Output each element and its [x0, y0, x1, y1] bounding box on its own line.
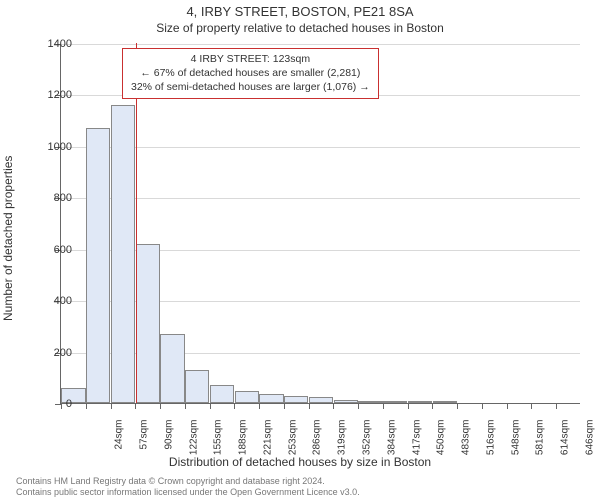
histogram-bar — [334, 400, 358, 403]
x-tick-label: 417sqm — [411, 420, 422, 470]
x-tick-label: 646sqm — [584, 420, 595, 470]
histogram-bar — [61, 388, 85, 403]
histogram-bar — [408, 401, 432, 403]
x-tick — [408, 403, 409, 409]
y-tick-label: 200 — [54, 347, 72, 359]
info-line: 32% of semi-detached houses are larger (… — [131, 80, 370, 94]
attribution-footer: Contains HM Land Registry data © Crown c… — [16, 476, 360, 498]
histogram-bar — [86, 128, 110, 403]
x-tick — [160, 403, 161, 409]
histogram-bar — [210, 385, 234, 403]
x-tick — [234, 403, 235, 409]
y-tick-label: 1000 — [48, 141, 72, 153]
x-tick-label: 286sqm — [312, 420, 323, 470]
x-tick — [556, 403, 557, 409]
x-tick — [309, 403, 310, 409]
chart-container: 4, IRBY STREET, BOSTON, PE21 8SA Size of… — [0, 0, 600, 500]
y-axis-title: Number of detached properties — [1, 156, 15, 321]
histogram-bar — [111, 105, 135, 403]
histogram-bar — [235, 391, 259, 403]
chart-title: 4, IRBY STREET, BOSTON, PE21 8SA — [0, 0, 600, 19]
x-tick — [185, 403, 186, 409]
y-tick-label: 0 — [66, 398, 72, 410]
footer-line: Contains HM Land Registry data © Crown c… — [16, 476, 360, 487]
x-tick-label: 516sqm — [485, 420, 496, 470]
marker-info-box: 4 IRBY STREET: 123sqm ← 67% of detached … — [122, 48, 379, 99]
chart-subtitle: Size of property relative to detached ho… — [0, 19, 600, 35]
gridline — [61, 147, 580, 148]
x-tick — [383, 403, 384, 409]
x-tick-label: 253sqm — [287, 420, 298, 470]
x-tick-label: 122sqm — [188, 420, 199, 470]
x-tick — [333, 403, 334, 409]
x-tick-label: 90sqm — [163, 420, 174, 470]
y-tick-label: 400 — [54, 295, 72, 307]
histogram-bar — [383, 401, 407, 403]
x-tick — [284, 403, 285, 409]
x-tick-label: 188sqm — [238, 420, 249, 470]
x-tick-label: 319sqm — [337, 420, 348, 470]
x-tick — [210, 403, 211, 409]
x-tick — [61, 403, 62, 409]
x-tick-label: 384sqm — [386, 420, 397, 470]
y-tick-label: 800 — [54, 192, 72, 204]
histogram-bar — [284, 396, 308, 403]
x-tick-label: 548sqm — [510, 420, 521, 470]
x-tick-label: 155sqm — [213, 420, 224, 470]
histogram-bar — [185, 370, 209, 403]
footer-line: Contains public sector information licen… — [16, 487, 360, 498]
x-tick — [507, 403, 508, 409]
y-tick-label: 1400 — [48, 38, 72, 50]
x-tick — [457, 403, 458, 409]
histogram-bar — [136, 244, 160, 403]
info-line: ← 67% of detached houses are smaller (2,… — [131, 66, 370, 80]
x-tick — [111, 403, 112, 409]
x-tick — [482, 403, 483, 409]
histogram-bar — [309, 397, 333, 403]
y-tick-label: 600 — [54, 244, 72, 256]
x-tick — [432, 403, 433, 409]
x-tick-label: 352sqm — [362, 420, 373, 470]
x-tick-label: 450sqm — [436, 420, 447, 470]
x-tick-label: 57sqm — [139, 420, 150, 470]
x-tick — [86, 403, 87, 409]
x-tick — [358, 403, 359, 409]
info-line: 4 IRBY STREET: 123sqm — [131, 52, 370, 66]
x-tick — [259, 403, 260, 409]
y-tick-label: 1200 — [48, 89, 72, 101]
gridline — [61, 198, 580, 199]
histogram-bar — [160, 334, 184, 403]
x-tick — [135, 403, 136, 409]
x-tick-label: 24sqm — [114, 420, 125, 470]
x-tick-label: 614sqm — [560, 420, 571, 470]
histogram-bar — [433, 401, 457, 403]
x-tick — [531, 403, 532, 409]
gridline — [61, 44, 580, 45]
x-tick-label: 221sqm — [262, 420, 273, 470]
x-tick-label: 483sqm — [461, 420, 472, 470]
histogram-bar — [358, 401, 382, 403]
x-tick-label: 581sqm — [535, 420, 546, 470]
histogram-bar — [259, 394, 283, 403]
